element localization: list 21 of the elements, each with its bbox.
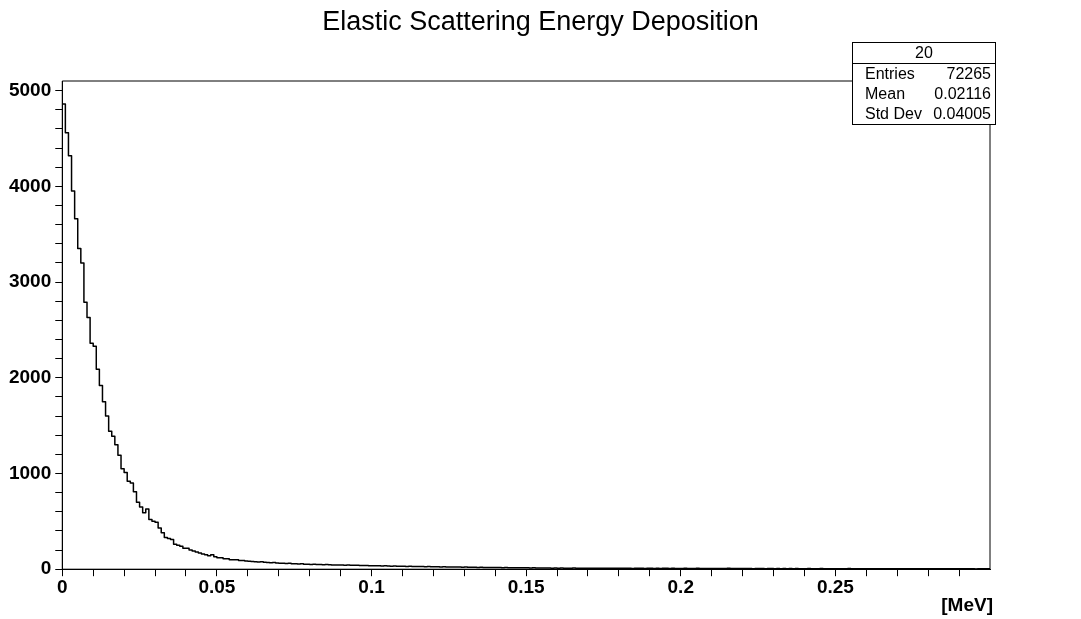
- x-axis-title: [MeV]: [941, 594, 993, 616]
- annotation: 72265: [946, 64, 991, 84]
- chart-title: Elastic Scattering Energy Deposition: [321, 6, 760, 37]
- annotation: 0.02116: [934, 84, 991, 104]
- x-tick-label: 0.1: [358, 575, 386, 597]
- x-tick-label: 0.2: [667, 575, 694, 597]
- y-tick-label: 4000: [8, 174, 52, 196]
- x-tick-label: 0.25: [816, 575, 855, 597]
- y-tick-label: 5000: [8, 78, 52, 100]
- x-tick-label: 0: [56, 575, 68, 597]
- y-tick-label: 0: [40, 557, 52, 579]
- annotation: Std Dev: [865, 104, 922, 124]
- y-tick-label: 1000: [8, 461, 52, 483]
- text: 20: [853, 43, 995, 64]
- y-tick-label: 2000: [8, 365, 52, 387]
- annotation: Entries: [865, 64, 915, 84]
- x-tick-label: 0.05: [198, 575, 236, 597]
- annotation: Mean: [865, 84, 906, 104]
- annotation: 0.04005: [933, 104, 991, 124]
- y-tick-label: 3000: [8, 270, 52, 292]
- x-tick-label: 0.15: [507, 575, 546, 597]
